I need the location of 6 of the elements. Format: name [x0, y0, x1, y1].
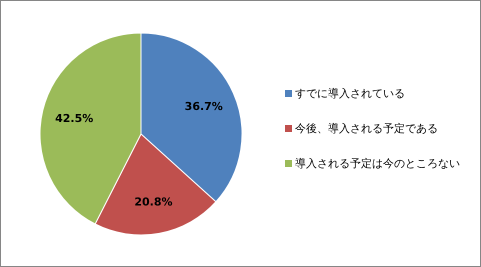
data-label: 42.5%: [55, 112, 94, 125]
data-label: 20.8%: [134, 196, 173, 209]
legend-label: すでに導入されている: [295, 87, 405, 100]
data-label: 36.7%: [184, 100, 223, 114]
legend-label: 今後、導入される予定である: [295, 122, 438, 135]
legend-label: 導入される予定は今のところない: [295, 157, 460, 170]
